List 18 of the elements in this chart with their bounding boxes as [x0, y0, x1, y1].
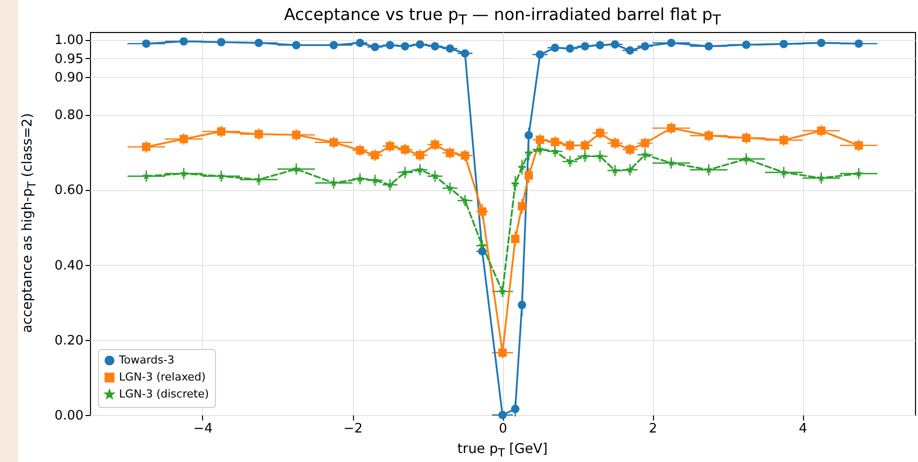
chart-title: Acceptance vs true p$_{T}$ — non-irradiated barrel flat p$_{T}$ [283, 5, 722, 28]
y-tick-label: 0.90 [54, 70, 84, 86]
y-tick-label: 0.80 [54, 108, 84, 124]
x-axis-title: true p$_{T}$ [GeV] [456, 441, 549, 460]
y-tick-label: 0.60 [54, 183, 84, 198]
y-tick-label: 0.95 [54, 52, 84, 67]
x-tick-label: 0 [498, 422, 508, 436]
x-tick-label: 4 [798, 422, 808, 436]
y-tick-label: 0.20 [54, 333, 84, 348]
y-tick-label: 0.40 [54, 258, 84, 274]
legend-label: LGN-3 (relaxed) [119, 370, 206, 384]
legend-label: LGN-3 (discrete) [119, 388, 209, 400]
y-tick-label: 1.00 [54, 33, 84, 48]
legend-label: Towards-3 [118, 354, 174, 366]
y-tick-label: 0.00 [54, 408, 84, 424]
x-tick-label: −2 [343, 422, 363, 436]
x-tick-label: 2 [648, 422, 658, 436]
x-tick-label: −4 [193, 422, 213, 436]
